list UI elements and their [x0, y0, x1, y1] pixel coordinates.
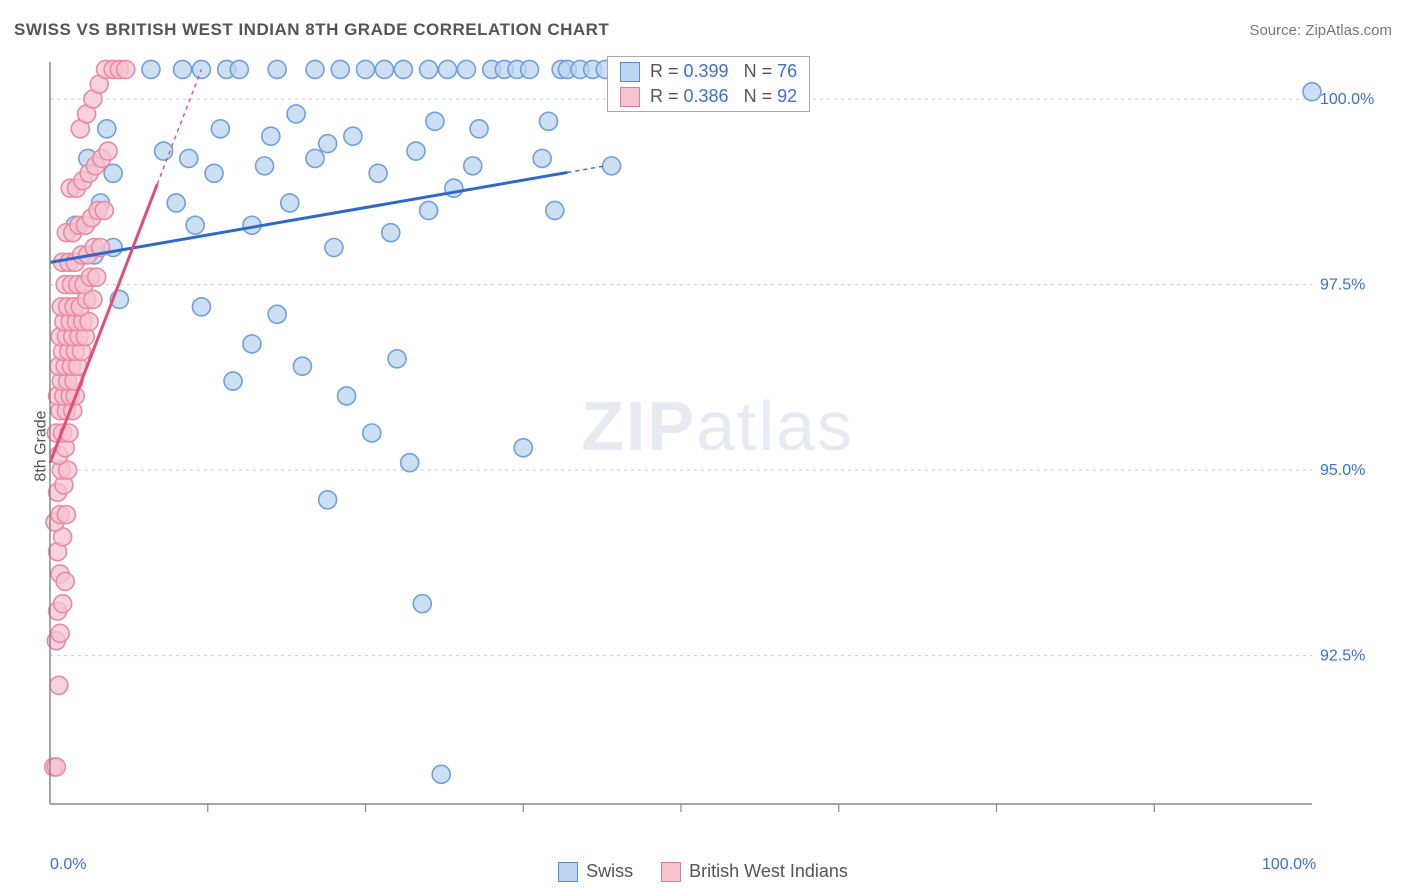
- series-british-west-indians: [45, 60, 135, 775]
- legend-swatch: [661, 862, 681, 882]
- legend: Swiss British West Indians: [0, 861, 1406, 882]
- legend-label: Swiss: [586, 861, 633, 882]
- svg-text:100.0%: 100.0%: [1320, 91, 1374, 108]
- legend-label: British West Indians: [689, 861, 848, 882]
- svg-text:95.0%: 95.0%: [1320, 462, 1365, 479]
- correlation-stats-box: R = 0.399 N = 76 R = 0.386 N = 92: [607, 56, 810, 112]
- stat-text: R = 0.386 N = 92: [650, 86, 797, 107]
- stat-text: R = 0.399 N = 76: [650, 61, 797, 82]
- svg-text:97.5%: 97.5%: [1320, 277, 1365, 294]
- series-swiss: [66, 60, 1321, 783]
- stat-row: R = 0.386 N = 92: [608, 84, 809, 109]
- scatter-chart: 92.5% 95.0% 97.5% 100.0%: [44, 56, 1374, 816]
- svg-text:92.5%: 92.5%: [1320, 648, 1365, 665]
- legend-swatch: [558, 862, 578, 882]
- legend-item[interactable]: British West Indians: [661, 861, 848, 882]
- stat-row: R = 0.399 N = 76: [608, 59, 809, 84]
- stat-swatch: [620, 62, 640, 82]
- chart-header: SWISS VS BRITISH WEST INDIAN 8TH GRADE C…: [14, 20, 1392, 40]
- source-label: Source: ZipAtlas.com: [1249, 22, 1392, 39]
- chart-title: SWISS VS BRITISH WEST INDIAN 8TH GRADE C…: [14, 20, 609, 40]
- chart-area: 92.5%95.0%97.5%100.0% ZIPatlas R = 0.399…: [44, 56, 1388, 844]
- legend-item[interactable]: Swiss: [558, 861, 633, 882]
- stat-swatch: [620, 87, 640, 107]
